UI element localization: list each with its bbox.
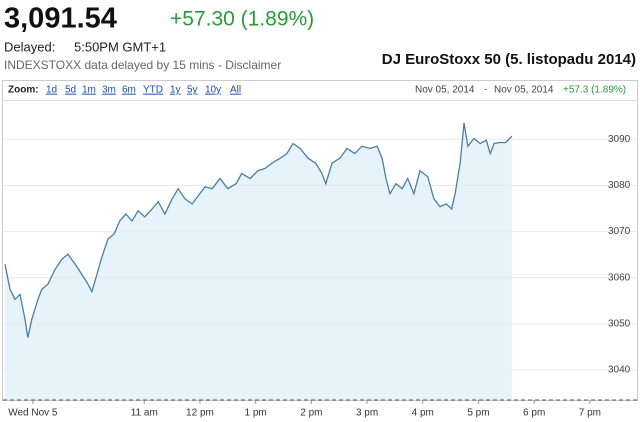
zoom-option[interactable]: 1d (46, 85, 57, 96)
price: 3,091.54 (4, 3, 117, 35)
x-tick-label: 7 pm (579, 408, 601, 419)
x-tick-label: 6 pm (523, 408, 545, 419)
y-tick-label: 3060 (608, 272, 631, 283)
date-from: Nov 05, 2014 (415, 85, 475, 96)
y-tick-label: 3070 (608, 226, 631, 237)
date-to: Nov 05, 2014 (494, 85, 554, 96)
x-tick-label: 12 pm (186, 408, 214, 419)
zoom-option[interactable]: 10y (205, 85, 221, 96)
area (5, 123, 512, 400)
delayed-time: 5:50PM GMT+1 (74, 39, 166, 54)
y-tick-label: 3050 (608, 319, 631, 330)
x-tick-label: 5 pm (467, 408, 489, 419)
x-tick-label: 11 am (131, 408, 158, 419)
caption: DJ EuroStoxx 50 (5. listopadu 2014) (382, 51, 636, 68)
x-tick-label: 3 pm (356, 408, 378, 419)
date-separator: - (484, 85, 487, 96)
delayed-label: Delayed: (4, 39, 55, 54)
zoom-option[interactable]: All (230, 85, 241, 96)
range-change: +57.3 (1.89%) (563, 85, 626, 96)
y-tick-label: 3040 (608, 365, 631, 376)
delay-note: INDEXSTOXX data delayed by 15 mins - Dis… (4, 58, 281, 72)
x-tick-label: Wed Nov 5 (8, 408, 58, 419)
x-tick-label: 2 pm (300, 408, 322, 419)
zoom-option[interactable]: 5y (187, 85, 198, 96)
zoom-option[interactable]: 1y (170, 85, 181, 96)
zoom-option[interactable]: 3m (102, 85, 116, 96)
x-tick-label: 4 pm (412, 408, 434, 419)
zoom-option[interactable]: 6m (122, 85, 136, 96)
zoom-option[interactable]: YTD (143, 85, 163, 96)
x-tick-label: 1 pm (245, 408, 267, 419)
price-line (4, 122, 513, 338)
y-tick-label: 3080 (608, 180, 631, 191)
zoom-label: Zoom: (8, 85, 39, 96)
zoom-option[interactable]: 5d (65, 85, 76, 96)
change: +57.30 (1.89%) (170, 8, 314, 31)
zoom-option[interactable]: 1m (82, 85, 96, 96)
y-tick-label: 3090 (608, 134, 631, 145)
